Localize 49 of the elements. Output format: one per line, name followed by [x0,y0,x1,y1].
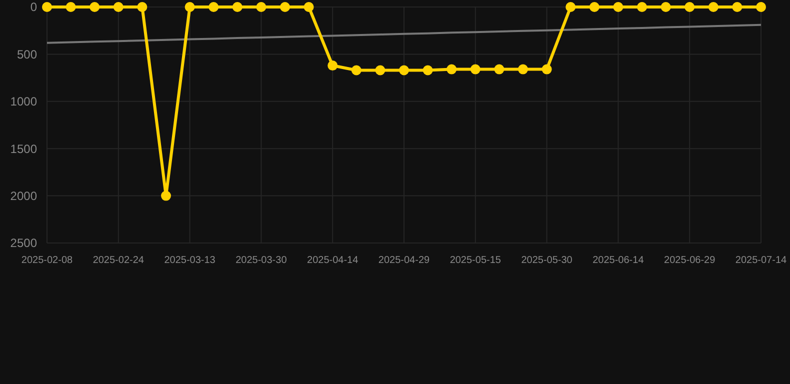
point [660,2,671,12]
point [613,2,624,12]
point [375,65,386,76]
point [304,2,314,12]
point [756,2,766,12]
point [208,2,219,12]
point [422,65,433,76]
y-tick-label: 2000 [10,189,38,203]
point [161,190,171,201]
point [542,64,552,74]
y-tick-label: 0 [30,0,38,14]
point [113,2,124,12]
point [470,64,480,74]
y-tick-label: 1500 [10,142,38,156]
point [566,2,576,12]
x-tick-label: 2025-02-08 [21,255,74,266]
point [518,64,528,74]
point [637,2,647,12]
point [280,2,290,12]
x-tick-label: 2025-07-14 [735,255,788,266]
point [66,2,76,12]
point [684,2,695,12]
x-tick-label: 2025-05-15 [450,255,502,266]
point [256,2,266,12]
point [446,64,457,74]
point [708,2,718,12]
point [90,2,100,12]
y-tick-label: 2500 [10,236,38,250]
point [328,60,338,71]
x-tick-label: 2025-04-29 [378,255,430,266]
point [732,2,742,12]
y-tick-label: 500 [16,47,38,62]
point [184,2,195,12]
x-tick-label: 2025-04-14 [307,255,359,266]
point [589,2,600,12]
x-tick-label: 2025-06-14 [592,255,644,266]
point [232,2,242,12]
x-tick-label: 2025-05-30 [521,255,573,266]
line-series [46,24,762,44]
x-tick-label: 2025-02-24 [92,255,144,266]
point [494,64,504,74]
point [399,65,409,76]
x-tick-label: 2025-03-30 [236,255,288,266]
y-tick-label: 1000 [10,94,38,109]
x-tick-label: 2025-06-29 [664,255,716,266]
point [351,65,362,76]
point [42,2,52,12]
point [137,2,148,12]
x-tick-label: 2025-03-13 [164,255,216,266]
